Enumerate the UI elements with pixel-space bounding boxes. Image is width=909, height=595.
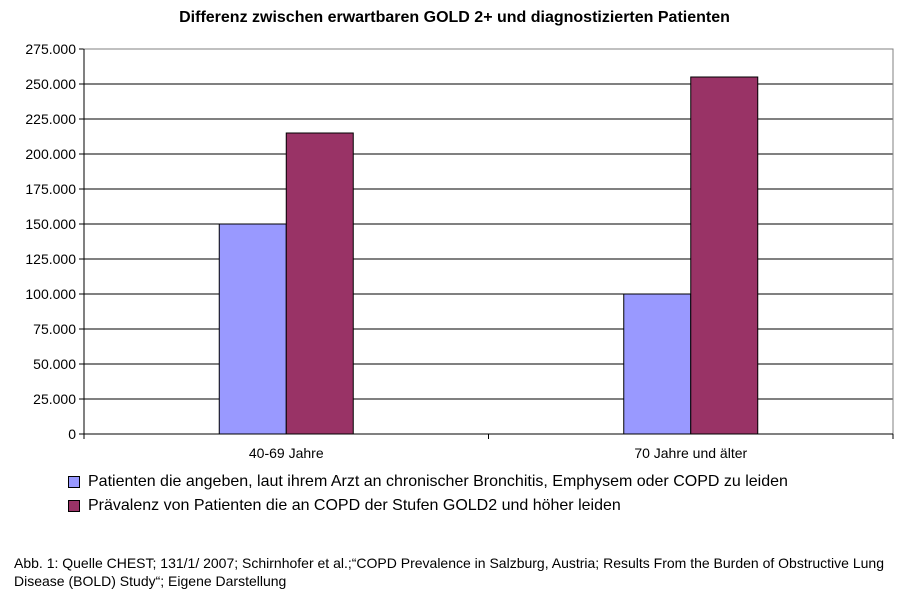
figure-caption: Abb. 1: Quelle CHEST; 131/1/ 2007; Schir… [14, 554, 894, 590]
legend-label-1: Patienten die angeben, laut ihrem Arzt a… [88, 473, 788, 491]
bar-chart: 0 25.000 50.000 75.000 100.000 125.000 150.000… [0, 0, 909, 470]
y-tick-label: 25.000 [33, 391, 76, 407]
legend: Patienten die angeben, laut ihrem Arzt a… [68, 470, 788, 518]
y-tick-label: 250.000 [25, 76, 76, 92]
y-tick-label: 100.000 [25, 286, 76, 302]
y-tick-label: 150.000 [25, 216, 76, 232]
bar [691, 77, 758, 434]
y-tick-label: 175.000 [25, 181, 76, 197]
plot-area [84, 49, 893, 434]
legend-swatch-1 [68, 476, 80, 488]
x-tick-label: 70 Jahre und älter [634, 445, 747, 461]
y-tick-label: 0 [68, 426, 76, 442]
bar [624, 294, 691, 434]
y-tick-label: 225.000 [25, 111, 76, 127]
y-tick-label: 275.000 [25, 41, 76, 57]
y-tick-label: 200.000 [25, 146, 76, 162]
legend-item: Prävalenz von Patienten die an COPD der … [68, 494, 788, 518]
legend-label-2: Prävalenz von Patienten die an COPD der … [88, 497, 621, 515]
legend-swatch-2 [68, 500, 80, 512]
y-tick-label: 125.000 [25, 251, 76, 267]
y-tick-label: 75.000 [33, 321, 76, 337]
bar [219, 224, 286, 434]
legend-item: Patienten die angeben, laut ihrem Arzt a… [68, 470, 788, 494]
bar [286, 133, 353, 434]
x-tick-label: 40-69 Jahre [249, 445, 324, 461]
y-tick-label: 50.000 [33, 356, 76, 372]
